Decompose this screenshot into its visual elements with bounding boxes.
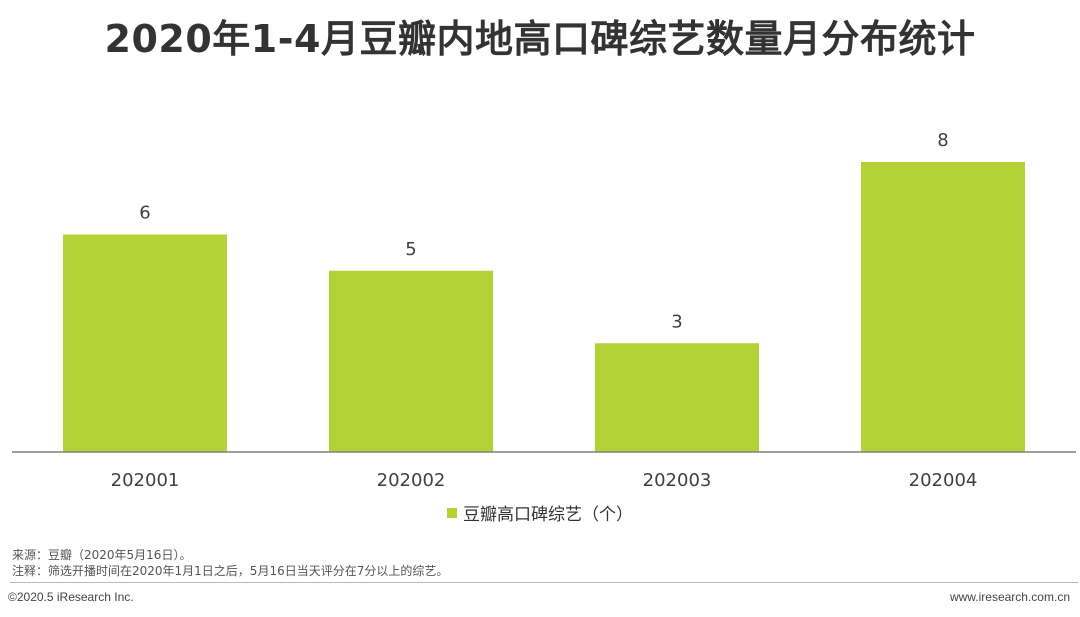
data-label-202002: 5 — [405, 239, 416, 260]
source-note: 来源：豆瓣（2020年5月16日）。 — [12, 548, 192, 562]
copyright-text: ©2020.5 iResearch Inc. — [8, 590, 134, 604]
chart-title: 2020年1-4月豆瓣内地高口碑综艺数量月分布统计 — [104, 17, 976, 61]
chart-legend: 豆瓣高口碑综艺（个） — [0, 500, 1080, 525]
bar-chart: 6 202001 5 202002 3 202003 8 202004 — [12, 130, 1076, 491]
bar-202001 — [63, 234, 227, 452]
data-label-202004: 8 — [937, 130, 948, 151]
bar-202003 — [595, 343, 759, 452]
x-tick-202003: 202003 — [643, 470, 712, 491]
x-tick-202002: 202002 — [377, 470, 446, 491]
bar-202004 — [861, 162, 1025, 452]
data-label-202001: 6 — [139, 203, 150, 224]
x-tick-202004: 202004 — [909, 470, 978, 491]
legend-swatch — [447, 507, 457, 518]
website-text: www.iresearch.com.cn — [949, 590, 1070, 604]
x-tick-202001: 202001 — [111, 470, 180, 491]
data-label-202003: 3 — [671, 311, 682, 332]
bar-202002 — [329, 270, 493, 452]
remark-note: 注释：筛选开播时间在2020年1月1日之后，5月16日当天评分在7分以上的综艺。 — [12, 564, 449, 578]
footer-divider — [10, 582, 1078, 583]
legend-label: 豆瓣高口碑综艺（个） — [463, 505, 633, 525]
